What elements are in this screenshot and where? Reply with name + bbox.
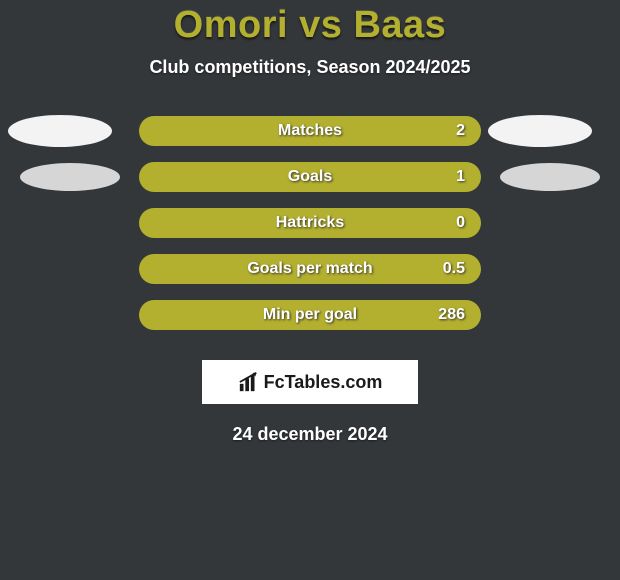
avatar-blob-left: [20, 163, 120, 191]
page-subtitle: Club competitions, Season 2024/2025: [0, 57, 620, 78]
brand-logo[interactable]: FcTables.com: [202, 360, 418, 404]
avatar-blob-left: [8, 115, 112, 147]
stat-bar: Hattricks 0: [139, 208, 481, 238]
stat-value: 0.5: [443, 260, 465, 278]
stat-label: Matches: [278, 122, 342, 140]
stat-value: 2: [456, 122, 465, 140]
date-text: 24 december 2024: [0, 424, 620, 445]
stat-label: Min per goal: [263, 306, 357, 324]
stat-row: Hattricks 0: [0, 208, 620, 238]
stat-label: Hattricks: [276, 214, 344, 232]
comparison-card: Omori vs Baas Club competitions, Season …: [0, 0, 620, 445]
avatar-blob-right: [500, 163, 600, 191]
stat-bar: Goals per match 0.5: [139, 254, 481, 284]
stat-bar: Matches 2: [139, 116, 481, 146]
brand-text: FcTables.com: [264, 372, 383, 393]
stat-value: 286: [438, 306, 465, 324]
bars-icon: [238, 371, 260, 393]
stat-label: Goals per match: [247, 260, 372, 278]
stat-row: Matches 2: [0, 116, 620, 146]
stat-value: 0: [456, 214, 465, 232]
stat-row: Goals per match 0.5: [0, 254, 620, 284]
stat-row: Goals 1: [0, 162, 620, 192]
stat-label: Goals: [288, 168, 332, 186]
stat-bar: Min per goal 286: [139, 300, 481, 330]
stat-rows: Matches 2 Goals 1 Hattricks 0 Goals per …: [0, 116, 620, 330]
stat-value: 1: [456, 168, 465, 186]
page-title: Omori vs Baas: [0, 4, 620, 47]
stat-row: Min per goal 286: [0, 300, 620, 330]
stat-bar: Goals 1: [139, 162, 481, 192]
avatar-blob-right: [488, 115, 592, 147]
